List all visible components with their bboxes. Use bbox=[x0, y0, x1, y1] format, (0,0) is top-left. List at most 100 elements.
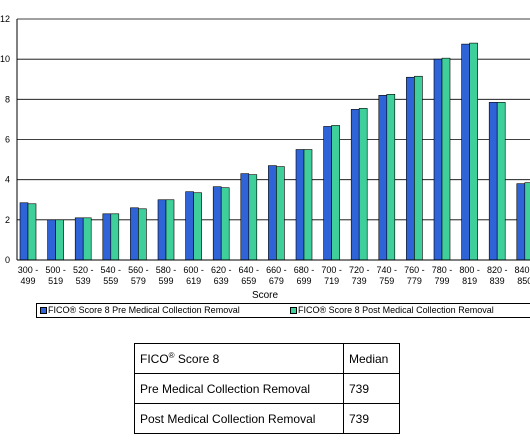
bar-post bbox=[110, 213, 120, 261]
bar-chart: 0 2 4 6 8 10 12 300 -499 500 -519 520 -539 540 -55… bbox=[0, 14, 530, 300]
x-tick-label: 840 - bbox=[515, 265, 530, 275]
x-tick-label: 839 bbox=[490, 276, 505, 286]
x-tick-label: 780 - bbox=[432, 265, 453, 275]
y-tick-label: 0 bbox=[5, 255, 10, 265]
median-table: FICO® Score 8 Median Pre Medical Collect… bbox=[134, 343, 400, 434]
table-row-value: 739 bbox=[343, 373, 400, 404]
x-tick-label: 720 - bbox=[349, 265, 370, 275]
legend-label-pre: FICO® Score 8 Pre Medical Collection Rem… bbox=[48, 305, 240, 315]
table-row-label: Post Medical Collection Removal bbox=[134, 403, 344, 434]
legend-item-pre: FICO® Score 8 Pre Medical Collection Rem… bbox=[40, 304, 240, 317]
bar-pre bbox=[268, 165, 277, 261]
x-tick-label: 560 - bbox=[128, 265, 149, 275]
x-tick-label: 700 - bbox=[321, 265, 342, 275]
bar-pre bbox=[185, 191, 194, 261]
bar-post bbox=[386, 94, 396, 261]
x-tick-label: 620 - bbox=[211, 265, 232, 275]
bar-pre bbox=[406, 76, 415, 261]
y-tick-label: 10 bbox=[0, 54, 10, 64]
bar-post bbox=[27, 203, 37, 261]
bar-pre bbox=[130, 207, 139, 261]
x-tick-label: 520 - bbox=[73, 265, 94, 275]
bar-pre bbox=[433, 58, 443, 261]
chart-legend: FICO® Score 8 Pre Medical Collection Rem… bbox=[36, 303, 530, 318]
x-tick-label: 499 bbox=[20, 276, 35, 286]
bar-post bbox=[165, 199, 175, 261]
bar-post bbox=[496, 102, 506, 261]
x-tick-label: 719 bbox=[324, 276, 339, 286]
bar-post bbox=[524, 182, 530, 261]
bar-pre bbox=[350, 109, 360, 261]
x-tick-label: 639 bbox=[214, 276, 229, 286]
x-tick-label: 519 bbox=[48, 276, 63, 286]
x-tick-label: 800 - bbox=[459, 265, 480, 275]
x-tick-label: 659 bbox=[241, 276, 256, 286]
x-tick-label: 300 - bbox=[18, 265, 39, 275]
table-header-row: FICO® Score 8 Median bbox=[134, 343, 400, 374]
x-tick-label: 539 bbox=[76, 276, 91, 286]
x-tick-label: 739 bbox=[352, 276, 367, 286]
legend-swatch-pre bbox=[40, 307, 47, 314]
bar-post bbox=[414, 75, 423, 261]
x-tick-label: 819 bbox=[462, 276, 477, 286]
x-tick-label: 500 - bbox=[45, 265, 66, 275]
bar-post bbox=[55, 219, 64, 261]
table-row-value: 739 bbox=[343, 403, 400, 434]
bar-post bbox=[138, 208, 147, 261]
bar-post bbox=[276, 166, 285, 261]
bar-post bbox=[193, 192, 202, 261]
x-tick-label: 850 bbox=[517, 276, 530, 286]
y-tick-label: 4 bbox=[5, 175, 10, 185]
x-tick-label: 619 bbox=[186, 276, 201, 286]
x-tick-label: 820 - bbox=[487, 265, 508, 275]
bar-pre bbox=[47, 219, 56, 261]
x-tick-label: 580 - bbox=[156, 265, 177, 275]
x-tick-label: 779 bbox=[407, 276, 422, 286]
bar-pre bbox=[240, 173, 250, 261]
table-header-label: FICO® Score 8 bbox=[134, 343, 344, 374]
x-tick-label: 640 - bbox=[239, 265, 260, 275]
x-tick-label: 660 - bbox=[266, 265, 287, 275]
x-tick-label: 559 bbox=[103, 276, 118, 286]
bar-pre bbox=[488, 102, 498, 261]
bar-pre bbox=[74, 217, 84, 261]
bar-pre bbox=[461, 43, 470, 261]
y-tick-label: 2 bbox=[5, 215, 10, 225]
x-axis-title: Score bbox=[252, 290, 279, 300]
y-tick-label: 6 bbox=[5, 135, 10, 145]
bar-post bbox=[303, 149, 313, 261]
bar-pre bbox=[212, 186, 222, 261]
x-tick-label: 699 bbox=[296, 276, 311, 286]
header-score-8: Score 8 bbox=[174, 352, 220, 366]
bar-pre bbox=[102, 213, 112, 261]
x-tick-label: 600 - bbox=[183, 265, 204, 275]
bar-post bbox=[82, 217, 92, 261]
bar-post bbox=[469, 42, 478, 261]
table-row: Pre Medical Collection Removal 739 bbox=[134, 373, 400, 404]
y-tick-label: 8 bbox=[5, 94, 10, 104]
table-header-value: Median bbox=[343, 343, 400, 374]
bar-pre bbox=[323, 126, 332, 261]
table-row: Post Medical Collection Removal 739 bbox=[134, 403, 400, 434]
y-tick-label: 12 bbox=[0, 14, 10, 24]
bar-post bbox=[248, 174, 258, 261]
bar-pre bbox=[157, 199, 167, 261]
bar-post bbox=[220, 187, 230, 261]
legend-item-post: FICO® Score 8 Post Medical Collection Re… bbox=[290, 304, 494, 317]
x-tick-label: 579 bbox=[131, 276, 146, 286]
bar-pre bbox=[19, 202, 29, 261]
x-tick-label: 599 bbox=[158, 276, 173, 286]
bar-post bbox=[331, 125, 340, 261]
header-registered-mark: ® bbox=[168, 351, 175, 360]
x-tick-label: 759 bbox=[379, 276, 394, 286]
bar-post bbox=[358, 108, 368, 261]
x-tick-label: 799 bbox=[434, 276, 449, 286]
legend-swatch-post bbox=[290, 307, 297, 314]
x-tick-label: 680 - bbox=[294, 265, 315, 275]
x-tick-label: 740 - bbox=[377, 265, 398, 275]
x-tick-label: 760 - bbox=[404, 265, 425, 275]
legend-label-post: FICO® Score 8 Post Medical Collection Re… bbox=[298, 305, 494, 315]
bar-pre bbox=[516, 183, 526, 261]
bar-post bbox=[441, 57, 451, 261]
table-row-label: Pre Medical Collection Removal bbox=[134, 373, 344, 404]
